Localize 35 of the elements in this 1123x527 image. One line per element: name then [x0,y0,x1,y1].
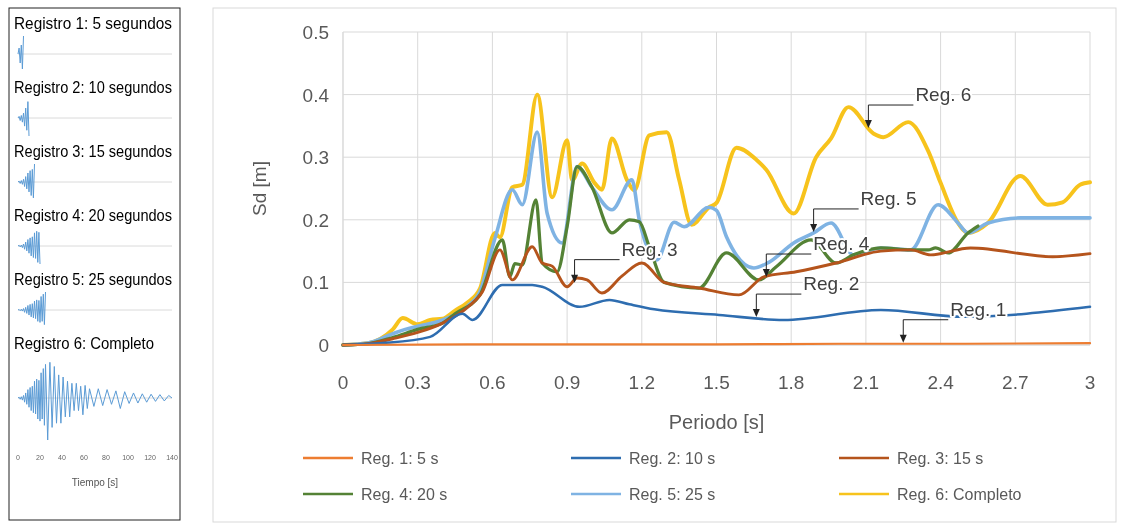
annotation: Reg. 6 [915,84,972,106]
y-tick-label: 0.5 [302,22,329,43]
x-tick-label: 1.2 [628,372,656,393]
x-tick-label: 2.1 [852,372,880,393]
legend-label: Reg. 6: Completo [897,486,1022,503]
chart-title: Registro 3: 15 segundos [14,143,188,160]
chart-title: Registro 5: 25 segundos [14,271,188,288]
x-tick-label: 3 [1084,372,1096,393]
chart-title: Registro 1: 5 segundos [14,15,179,32]
annotation: Reg. 2 [803,273,860,295]
y-tick-label: 0.3 [302,147,329,169]
legend-label: Reg. 5: 25 s [629,486,716,503]
y-tick-label: 0.2 [302,209,329,231]
x-tick-label: 0.6 [479,372,506,393]
legend-label: Reg. 2: 10 s [629,450,716,467]
x-tick-label: 0 [337,372,349,393]
chart-title: Registro 6: Completo [14,335,165,352]
annotation: Reg. 5 [860,187,917,209]
y-axis-title: Sd [m] [249,161,270,216]
y-tick-label: 0 [318,335,329,356]
chart-title: Registro 2: 10 segundos [14,79,188,96]
x-tick-label: 1.5 [703,372,730,393]
legend-label: Reg. 4: 20 s [361,486,448,503]
y-tick-label: 0.4 [302,84,330,106]
x-axis-title: Periodo [s] [668,411,765,433]
x-tick-label: 0.3 [404,372,431,393]
x-tick-label: 1.8 [777,372,805,393]
chart-title: Registro 4: 20 segundos [14,207,188,224]
legend-label: Reg. 3: 15 s [897,450,984,467]
x-tick-label: 2.7 [1002,372,1029,393]
x-tick-label: 2.4 [927,372,955,393]
x-axis-title: Tiempo [s] [71,477,119,488]
x-tick-label: 0.9 [553,372,581,393]
y-tick-label: 0.1 [302,272,329,294]
legend-label: Reg. 1: 5 s [361,450,439,467]
